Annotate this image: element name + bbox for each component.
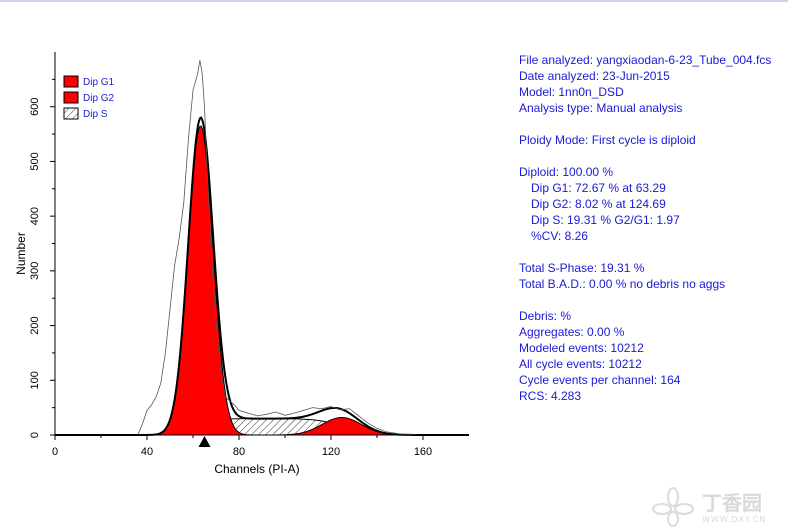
total-s-phase-text: Total S-Phase: 19.31 % — [519, 261, 645, 275]
x-tick-label: 120 — [322, 446, 340, 458]
modeled-events-text: Modeled events: 10212 — [519, 341, 644, 355]
legend-label: Dip G2 — [83, 93, 115, 104]
aggregates-text: Aggregates: 0.00 % — [519, 325, 625, 339]
y-tick-label: 400 — [29, 207, 41, 225]
dip-s-text: Dip S: 19.31 % G2/G1: 1.97 — [531, 213, 680, 227]
dip-g1-text: Dip G1: 72.67 % at 63.29 — [531, 181, 666, 195]
analysis-info-panel: File analyzed: yangxiaodan-6-23_Tube_004… — [519, 52, 788, 412]
model-text: Model: 1nn0n_DSD — [519, 85, 624, 99]
cycle-events-per-channel-text: Cycle events per channel: 164 — [519, 373, 681, 387]
x-tick-label: 80 — [233, 446, 245, 458]
watermark: 丁香园 WWW.DXY.CN — [650, 485, 784, 527]
dip-g2-text: Dip G2: 8.02 % at 124.69 — [531, 197, 666, 211]
legend-label: Dip S — [83, 109, 108, 120]
legend-label: Dip G1 — [83, 77, 115, 88]
x-tick-label: 0 — [52, 446, 58, 458]
y-tick-label: 500 — [29, 152, 41, 170]
y-tick-label: 300 — [29, 262, 41, 280]
total-bad-text: Total B.A.D.: 0.00 % no debris no aggs — [519, 277, 726, 291]
x-tick-label: 160 — [414, 446, 432, 458]
x-tick-label: 40 — [141, 446, 153, 458]
x-axis-title: Channels (PI-A) — [214, 462, 299, 476]
y-tick-label: 0 — [29, 432, 41, 438]
rcs-text: RCS: 4.283 — [519, 389, 582, 403]
y-tick-label: 200 — [29, 316, 41, 334]
watermark-text: 丁香园 — [702, 491, 762, 515]
window-top-border — [0, 0, 788, 2]
legend-swatch — [63, 107, 79, 120]
legend-swatch — [63, 75, 79, 88]
y-tick-label: 100 — [29, 371, 41, 389]
cv-text: %CV: 8.26 — [531, 229, 588, 243]
y-tick-label: 600 — [29, 98, 41, 116]
file-analyzed-text: File analyzed: yangxiaodan-6-23_Tube_004… — [519, 53, 772, 67]
watermark-logo-icon — [652, 487, 694, 527]
g1-peak-marker-icon — [198, 436, 211, 447]
model-fit-line — [55, 116, 469, 436]
ploidy-mode-text: Ploidy Mode: First cycle is diploid — [519, 133, 696, 147]
date-analyzed-text: Date analyzed: 23-Jun-2015 — [519, 69, 670, 83]
dip-g1-area — [55, 125, 469, 436]
y-axis-title: Number — [14, 232, 28, 275]
analysis-type-text: Analysis type: Manual analysis — [519, 101, 683, 115]
debris-text: Debris: % — [519, 309, 572, 323]
diploid-text: Diploid: 100.00 % — [519, 165, 614, 179]
dip-s-area — [55, 418, 469, 436]
raw-histogram-line — [55, 60, 469, 436]
watermark-url: WWW.DXY.CN — [702, 515, 767, 524]
legend-swatch — [63, 91, 79, 104]
all-cycle-events-text: All cycle events: 10212 — [519, 357, 642, 371]
histogram-chart: 0 40 80 120 160 0 100 200 300 400 500 600 Channels (… — [14, 52, 469, 476]
